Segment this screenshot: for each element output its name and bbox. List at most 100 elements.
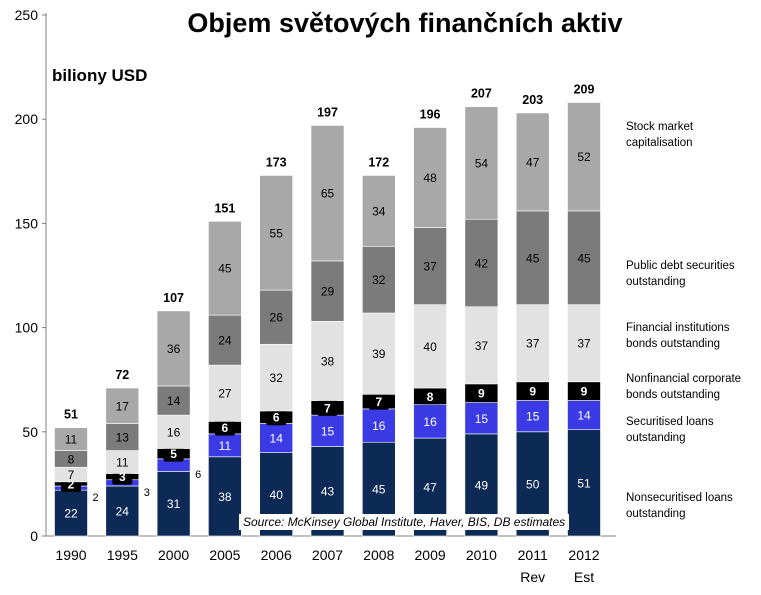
total-label: 72: [115, 368, 129, 382]
data-label: 22: [64, 507, 78, 521]
data-label: 27: [218, 387, 232, 401]
legend-nonsecuritised-loans: Nonsecuritised loans outstanding: [626, 492, 733, 520]
data-label: 37: [475, 339, 489, 353]
data-label: 51: [577, 476, 591, 490]
data-label: 52: [577, 150, 591, 164]
data-label: 40: [270, 488, 284, 502]
data-label: 2: [93, 492, 99, 504]
data-label: 16: [167, 425, 181, 439]
bar-segment: [208, 364, 242, 422]
x-tick-label: 2009: [415, 547, 446, 563]
chart-title: Objem světových finančních aktiv: [187, 8, 623, 38]
bar-segment: [515, 112, 550, 212]
y-tick-label: 50: [22, 424, 38, 440]
data-label: 32: [372, 273, 386, 287]
bar-segment: [567, 400, 601, 431]
data-label: 42: [475, 256, 489, 270]
bar-segment: [156, 310, 191, 387]
data-label: 14: [270, 432, 284, 446]
data-label: 43: [321, 485, 335, 499]
bar-segment: [361, 175, 396, 247]
data-label: 17: [116, 399, 130, 413]
bar-segment: [567, 102, 601, 212]
source-note: Source: McKinsey Global Institute, Haver…: [239, 514, 570, 530]
data-label: 36: [167, 342, 181, 356]
y-tick-label: 100: [15, 320, 39, 336]
data-label: 29: [321, 285, 335, 299]
bar-segment: [208, 456, 242, 537]
bar-segment: [156, 385, 191, 416]
data-label: 14: [167, 394, 181, 408]
bar-segment: [156, 471, 191, 537]
x-tick-label: 2008: [363, 547, 394, 563]
bar-segment: [464, 306, 499, 385]
y-tick-label: 0: [30, 528, 38, 544]
bar-segment: [567, 304, 601, 383]
data-label: 15: [475, 412, 489, 426]
bar-segment: [464, 106, 499, 220]
total-label: 196: [420, 108, 441, 122]
total-label: 107: [163, 291, 184, 305]
data-label: 38: [218, 490, 232, 504]
data-label: 50: [526, 477, 540, 491]
data-label: 11: [65, 433, 78, 447]
data-label: 14: [577, 409, 591, 423]
y-tick-label: 250: [15, 7, 39, 23]
data-label: 55: [270, 226, 284, 240]
x-tick-label: 2005: [209, 547, 240, 563]
bar-segment: [515, 304, 550, 383]
bar-segment: [464, 218, 499, 308]
total-label: 209: [574, 83, 595, 97]
value-badge: [317, 399, 338, 416]
bar-segment: [361, 246, 396, 314]
total-label: 203: [522, 93, 543, 107]
data-label: 3: [144, 487, 150, 499]
data-label: 37: [423, 260, 437, 274]
total-label: 151: [214, 201, 235, 215]
value-badge: [471, 385, 492, 402]
total-label: 51: [64, 408, 78, 422]
data-label: 65: [321, 187, 335, 201]
data-label: 24: [116, 504, 130, 518]
data-label: 8: [68, 452, 75, 466]
data-label: 45: [218, 262, 232, 276]
bar-segment: [105, 387, 140, 424]
data-label: 54: [475, 156, 489, 170]
data-label: 9: [529, 385, 536, 399]
x-tick-label: 2011: [518, 547, 548, 563]
x-tick-label: 2010: [466, 547, 497, 563]
value-badge: [420, 388, 441, 405]
data-label: 49: [475, 478, 489, 492]
legend-corporate-bonds: Nonfinancial corporate bonds outstanding: [626, 373, 742, 401]
x-tick-sublabel: Est: [574, 569, 594, 585]
total-label: 207: [471, 87, 492, 101]
total-label: 197: [317, 105, 338, 119]
data-label: 15: [526, 410, 540, 424]
data-label: 6: [195, 469, 201, 481]
data-label: 8: [427, 390, 434, 404]
value-badge: [368, 393, 389, 410]
data-label: 6: [273, 411, 280, 425]
bar-segment: [310, 260, 345, 322]
data-label: 16: [372, 419, 386, 433]
x-tick-label: 2000: [158, 547, 189, 563]
value-badge: [266, 409, 287, 426]
value-badge: [214, 419, 235, 436]
value-badge: [163, 445, 184, 462]
legend-securitised-loans: Securitised loans outstanding: [626, 416, 714, 444]
data-label: 3: [119, 470, 126, 484]
bar-segment: [515, 210, 550, 305]
data-label: 37: [577, 337, 591, 351]
data-label: 45: [526, 251, 540, 265]
bar-segment: [259, 343, 294, 412]
data-label: 7: [375, 395, 382, 409]
data-label: 38: [321, 354, 335, 368]
unit-label: biliony USD: [52, 66, 148, 85]
bar-segment: [413, 227, 447, 305]
bar-segment: [567, 429, 601, 537]
bar-segment: [259, 289, 294, 345]
x-tick-label: 2007: [312, 547, 343, 563]
bar-segment: [361, 312, 396, 395]
data-label: 45: [577, 251, 591, 265]
bar-segment: [413, 404, 447, 439]
